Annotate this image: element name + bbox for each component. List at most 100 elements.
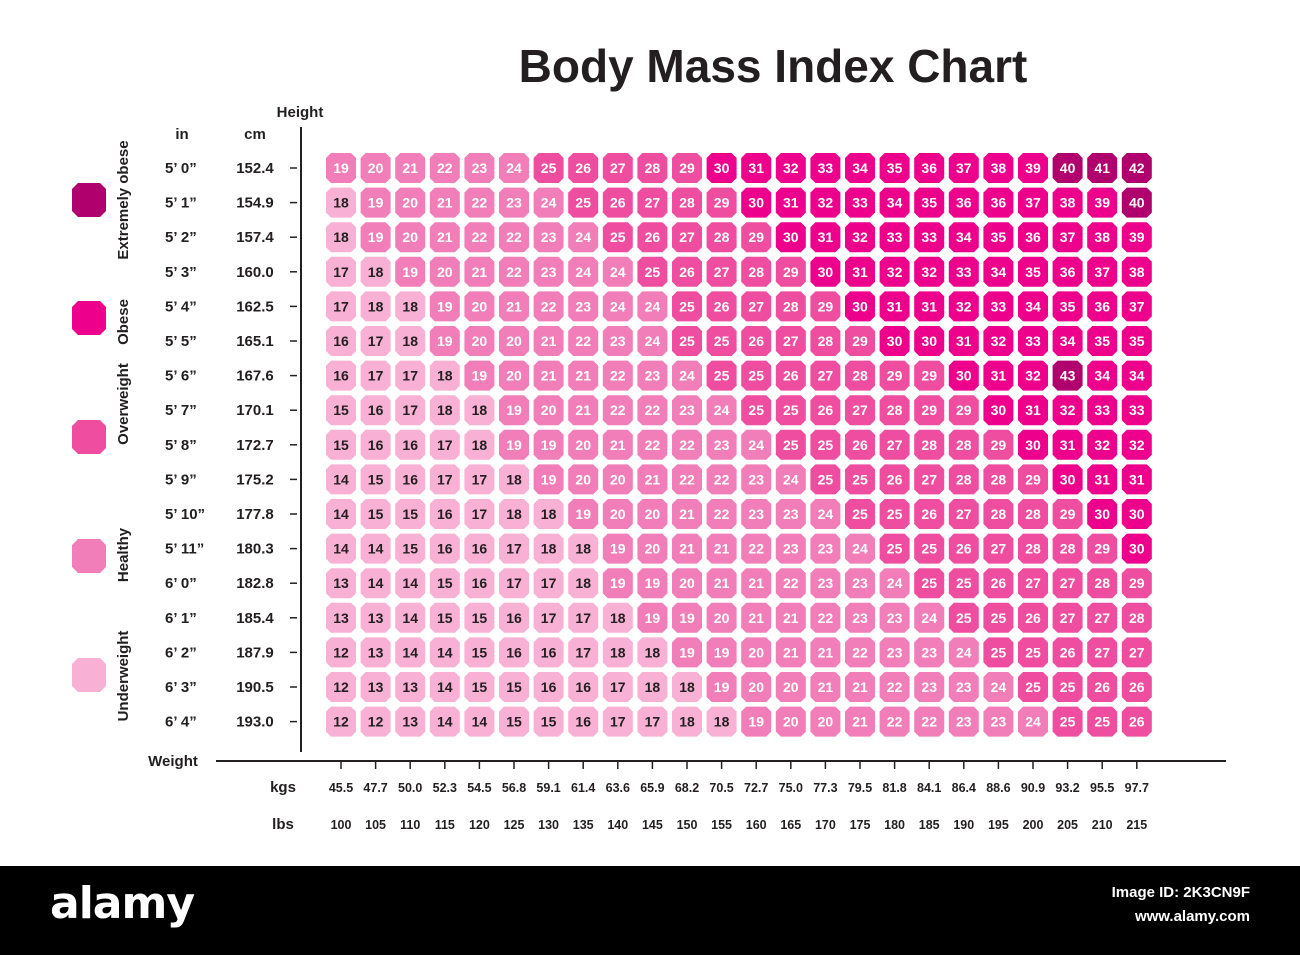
height-cm-label: 167.6: [236, 368, 274, 385]
weight-kgs-label: 79.5: [848, 781, 872, 795]
height-in-label: 5’ 1”: [165, 195, 197, 212]
bmi-cell: [775, 464, 806, 495]
bmi-value: 17: [402, 368, 418, 384]
weight-lbs-label: 100: [331, 818, 352, 832]
bmi-cell: [775, 395, 806, 426]
bmi-cell: [602, 602, 633, 633]
bmi-value: 16: [333, 333, 349, 349]
bmi-value: 24: [783, 471, 799, 487]
bmi-value: 31: [956, 333, 972, 349]
bmi-cell: [429, 568, 460, 599]
bmi-value: 29: [921, 368, 937, 384]
bmi-cell: [879, 464, 910, 495]
bmi-value: 19: [610, 541, 626, 557]
bmi-value: 25: [921, 541, 937, 557]
bmi-value: 30: [887, 333, 903, 349]
bmi-cell: [741, 499, 772, 529]
bmi-value: 13: [368, 610, 384, 626]
weight-lbs-label: 180: [884, 818, 905, 832]
bmi-value: 17: [575, 644, 591, 660]
bmi-value: 32: [1094, 437, 1110, 453]
bmi-cell: [1121, 499, 1152, 529]
bmi-cell: [533, 395, 564, 426]
bmi-cell: [983, 326, 1014, 356]
bmi-value: 23: [575, 298, 591, 314]
bmi-cell: [1018, 464, 1048, 495]
bmi-value: 22: [506, 264, 522, 280]
bmi-cell: [706, 602, 737, 633]
bmi-cell: [360, 637, 391, 668]
bmi-cell: [983, 706, 1014, 737]
bmi-value: 19: [610, 575, 626, 591]
bmi-value: 28: [921, 437, 937, 453]
bmi-value: 20: [783, 714, 799, 730]
bmi-value: 20: [748, 679, 764, 695]
bmi-value: 26: [887, 471, 903, 487]
height-axis-label: Height: [277, 104, 324, 121]
bmi-cell: [879, 395, 910, 426]
height-in-label: 5’ 2”: [165, 229, 197, 246]
bmi-cell: [741, 395, 772, 426]
bmi-cell: [741, 360, 772, 391]
bmi-value: 24: [575, 229, 591, 245]
bmi-cell: [914, 672, 945, 702]
bmi-cell: [741, 153, 772, 183]
bmi-cell: [568, 499, 599, 529]
bmi-value: 19: [541, 471, 557, 487]
bmi-value: 29: [921, 402, 937, 418]
bmi-cell: [879, 672, 910, 702]
bmi-value: 20: [714, 610, 730, 626]
bmi-value: 27: [921, 471, 937, 487]
bmi-value: 24: [645, 333, 661, 349]
bmi-cell: [879, 256, 910, 287]
bmi-cell: [914, 429, 945, 460]
bmi-cell: [533, 187, 564, 218]
bmi-value: 18: [645, 644, 661, 660]
bmi-value: 32: [852, 229, 868, 245]
bmi-value: 12: [333, 644, 349, 660]
bmi-cell: [775, 533, 806, 564]
legend-swatch: [72, 183, 106, 217]
bmi-cell: [983, 429, 1014, 460]
bmi-value: 19: [437, 333, 453, 349]
bmi-cell: [326, 222, 356, 253]
bmi-cell: [602, 533, 633, 564]
bmi-cell: [429, 291, 460, 322]
bmi-cell: [1121, 360, 1152, 391]
bmi-cell: [429, 326, 460, 356]
bmi-value: 20: [472, 333, 488, 349]
bmi-cell: [1121, 568, 1152, 599]
bmi-value: 17: [368, 368, 384, 384]
bmi-cell: [914, 360, 945, 391]
bmi-cell: [395, 568, 426, 599]
bmi-cell: [568, 222, 599, 253]
bmi-cell: [602, 395, 633, 426]
bmi-cell: [948, 499, 979, 529]
bmi-value: 17: [402, 402, 418, 418]
bmi-cell: [706, 222, 737, 253]
bmi-value: 21: [783, 610, 799, 626]
bmi-cell: [326, 533, 356, 564]
bmi-value: 16: [472, 575, 488, 591]
bmi-value: 19: [645, 610, 661, 626]
weight-kgs-label: 61.4: [571, 781, 595, 795]
bmi-cell: [845, 568, 875, 599]
bmi-value: 18: [645, 679, 661, 695]
bmi-value: 33: [887, 229, 903, 245]
bmi-cell: [568, 429, 599, 460]
bmi-cell: [845, 222, 875, 253]
bmi-cell: [568, 256, 599, 287]
bmi-cell: [326, 672, 356, 702]
bmi-cell: [429, 153, 460, 183]
bmi-cell: [429, 672, 460, 702]
bmi-cell: [706, 672, 737, 702]
bmi-value: 15: [368, 471, 384, 487]
bmi-cell: [429, 499, 460, 529]
bmi-value: 25: [1060, 714, 1076, 730]
bmi-value: 33: [818, 160, 834, 176]
bmi-cell: [775, 429, 806, 460]
bmi-value: 33: [956, 264, 972, 280]
bmi-cell: [741, 568, 772, 599]
weight-kgs-label: 84.1: [917, 781, 941, 795]
bmi-value: 26: [645, 229, 661, 245]
